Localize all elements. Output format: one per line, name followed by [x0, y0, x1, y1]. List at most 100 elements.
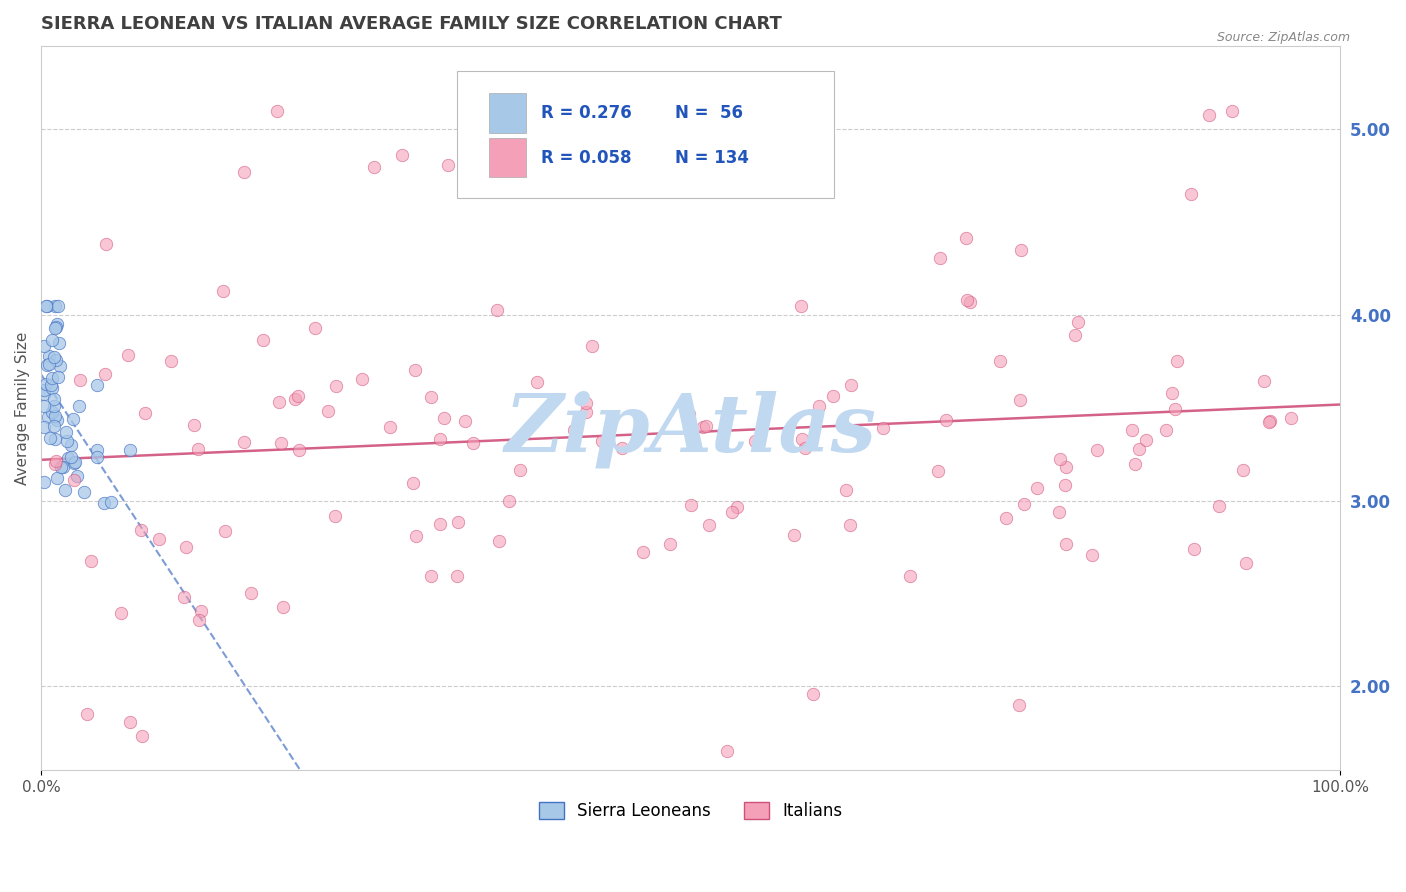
Point — [429, 517, 451, 532]
Point — [118, 714, 141, 729]
Point — [391, 148, 413, 162]
Point — [69, 373, 91, 387]
Point — [744, 434, 766, 449]
Point — [44, 299, 66, 313]
Point — [32, 420, 55, 434]
Point — [959, 295, 981, 310]
Point — [1279, 410, 1302, 425]
Point — [872, 421, 894, 435]
Point — [575, 396, 598, 410]
Point — [486, 302, 509, 317]
Point — [80, 554, 103, 568]
Point — [120, 443, 142, 458]
Point — [214, 524, 236, 539]
Point — [681, 498, 703, 512]
Point — [48, 299, 70, 313]
Point — [62, 456, 84, 470]
Point — [1258, 414, 1281, 428]
Point — [212, 284, 235, 298]
Point — [1208, 499, 1230, 513]
Point — [38, 357, 60, 371]
Point — [267, 395, 290, 409]
Text: N =  56: N = 56 — [675, 103, 744, 121]
Text: R = 0.276: R = 0.276 — [541, 103, 633, 121]
Point — [929, 251, 952, 265]
Point — [725, 500, 748, 514]
Point — [62, 473, 84, 487]
Point — [678, 407, 700, 421]
Point — [67, 399, 90, 413]
Point — [720, 505, 742, 519]
Point — [41, 371, 63, 385]
Point — [86, 450, 108, 464]
Point — [685, 129, 707, 144]
Point — [45, 320, 67, 334]
Point — [1081, 548, 1104, 562]
Point — [1253, 374, 1275, 388]
Point — [404, 363, 426, 377]
Point — [402, 476, 425, 491]
Point — [835, 483, 858, 497]
Point — [56, 434, 79, 448]
Point — [32, 475, 55, 490]
Point — [129, 523, 152, 537]
Point — [1049, 452, 1071, 467]
Point — [94, 237, 117, 252]
Point — [134, 405, 156, 419]
Point — [955, 230, 977, 244]
Point — [252, 334, 274, 348]
Point — [1234, 557, 1257, 571]
Point — [148, 532, 170, 546]
Point — [631, 545, 654, 559]
Point — [1164, 402, 1187, 417]
Point — [1026, 481, 1049, 495]
Point — [1054, 537, 1077, 551]
Point — [995, 511, 1018, 525]
Point — [32, 383, 55, 397]
Point — [1121, 423, 1143, 437]
Point — [86, 442, 108, 457]
Point — [1123, 458, 1146, 472]
Point — [271, 599, 294, 614]
Point — [453, 414, 475, 428]
Point — [159, 354, 181, 368]
Y-axis label: Average Family Size: Average Family Size — [15, 331, 30, 484]
Point — [41, 333, 63, 347]
Point — [695, 419, 717, 434]
Point — [988, 353, 1011, 368]
FancyBboxPatch shape — [489, 137, 526, 178]
Point — [93, 367, 115, 381]
Point — [100, 495, 122, 509]
Point — [65, 468, 87, 483]
Point — [581, 339, 603, 353]
Point — [526, 375, 548, 389]
Point — [86, 377, 108, 392]
Point — [509, 463, 531, 477]
Point — [801, 687, 824, 701]
Point — [1128, 442, 1150, 456]
Point — [48, 336, 70, 351]
Point — [1054, 459, 1077, 474]
Point — [350, 372, 373, 386]
Point — [131, 729, 153, 743]
Point — [1067, 315, 1090, 329]
Point — [823, 389, 845, 403]
Point — [325, 378, 347, 392]
Point — [62, 411, 84, 425]
Point — [790, 299, 813, 313]
Point — [661, 125, 683, 139]
Point — [446, 569, 468, 583]
Point — [405, 529, 427, 543]
Point — [42, 399, 65, 413]
Point — [420, 568, 443, 582]
FancyBboxPatch shape — [489, 93, 526, 133]
Point — [437, 158, 460, 172]
Point — [41, 405, 63, 419]
Point — [575, 405, 598, 419]
Point — [52, 459, 75, 474]
Point — [288, 442, 311, 457]
Point — [37, 299, 59, 313]
Point — [783, 528, 806, 542]
Point — [461, 436, 484, 450]
Point — [1047, 505, 1070, 519]
